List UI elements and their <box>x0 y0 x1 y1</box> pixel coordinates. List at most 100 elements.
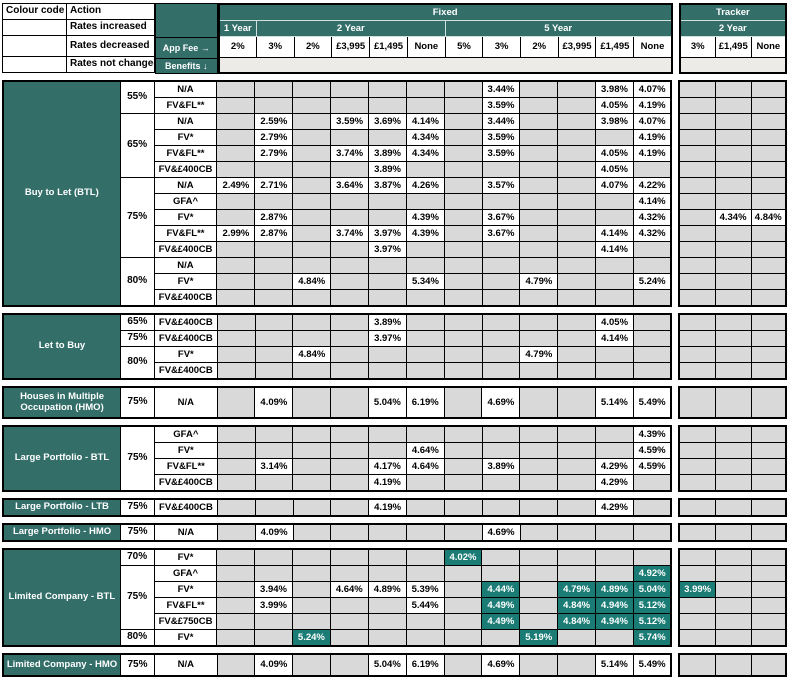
empty-cell <box>292 97 332 114</box>
empty-cell <box>443 313 483 331</box>
empty-cell <box>216 386 256 419</box>
rate-cell: 4.89% <box>367 581 407 598</box>
empty-cell <box>405 97 445 114</box>
ltv-label: 80% <box>119 257 155 307</box>
table-row: FV* 2.79% 4.34% 3.59% 4.19% <box>3 129 672 146</box>
tracker-table-limited-company-btl: 3.99% <box>678 548 787 647</box>
empty-cell <box>519 362 559 380</box>
empty-cell <box>216 523 256 542</box>
benefit-label: N/A <box>153 257 218 274</box>
empty-cell <box>714 362 752 380</box>
empty-cell <box>443 498 483 517</box>
empty-cell <box>443 442 483 459</box>
benefit-label: FV* <box>153 629 218 647</box>
table-row: Limited Company - BTL 70% FV* 4.02% <box>2 548 672 647</box>
empty-cell <box>678 241 716 258</box>
ltv-label: 70% <box>119 548 155 566</box>
table-row <box>678 565 787 582</box>
rate-cell: 4.39% <box>405 209 445 226</box>
rate-cell: 5.12% <box>632 613 672 630</box>
term-header: 2 Year <box>679 20 787 37</box>
empty-cell <box>443 161 483 178</box>
empty-cell <box>405 257 445 274</box>
empty-cell <box>632 257 672 274</box>
empty-cell <box>714 313 752 331</box>
empty-cell <box>557 97 597 114</box>
rate-cell: 4.26% <box>405 177 445 194</box>
section-label: Houses in Multiple Occupation (HMO) <box>2 386 122 419</box>
term-header: 2 Year <box>255 20 446 37</box>
empty-cell <box>481 257 521 274</box>
rate-cell: 2.71% <box>254 177 294 194</box>
rate-cell: 5.12% <box>632 597 672 614</box>
table-row <box>678 597 787 614</box>
benefit-label: N/A <box>153 386 218 419</box>
empty-cell <box>443 177 483 194</box>
ltv-label: 75% <box>120 386 155 419</box>
benefit-label: N/A <box>153 80 218 98</box>
rate-cell: 3.98% <box>595 113 634 130</box>
rate-cell: 4.14% <box>405 113 445 130</box>
empty-cell <box>254 330 294 347</box>
empty-cell <box>481 362 521 380</box>
benefit-label: FV* <box>153 442 218 459</box>
table-row: FV&FL** 2.99% 2.87% 3.74% 3.97% 4.39% 3.67% 4.1… <box>3 225 672 242</box>
empty-cell <box>519 498 559 517</box>
empty-cell <box>519 193 559 210</box>
empty-cell <box>678 289 716 307</box>
rate-cell: 4.49% <box>481 597 521 614</box>
empty-cell <box>368 289 407 307</box>
rate-cell: 4.14% <box>595 225 634 242</box>
tracker-table-large-portfolio-hmo <box>678 523 787 542</box>
rate-cell: 3.94% <box>254 581 293 598</box>
table-row: 75% N/A 2.49% 2.71% 3.64% 3.87% 4.26% 3.57% 4.07… <box>3 177 672 258</box>
empty-cell <box>557 548 597 566</box>
empty-cell <box>330 498 370 517</box>
empty-cell <box>254 193 294 210</box>
empty-cell <box>595 273 634 290</box>
empty-cell <box>557 362 597 380</box>
benefit-label: FV&£400CB <box>153 330 218 347</box>
empty-cell <box>443 565 483 582</box>
benefit-label: N/A <box>153 177 218 194</box>
empty-cell <box>406 346 445 363</box>
empty-cell <box>678 80 716 98</box>
empty-cell <box>678 386 716 419</box>
empty-cell <box>330 346 370 363</box>
empty-cell <box>714 113 752 130</box>
term-header: 1 Year <box>218 20 257 37</box>
benefit-label: FV&£400CB <box>153 241 218 258</box>
rate-cell: 5.74% <box>632 629 672 647</box>
empty-cell <box>292 113 332 130</box>
empty-cell <box>330 97 370 114</box>
empty-cell <box>254 273 294 290</box>
empty-cell <box>519 425 559 443</box>
table-row: Limited Company - HMO 75% N/A 4.09% 5.04% 6.1… <box>2 653 672 677</box>
app-fee-value: 3% <box>482 36 521 58</box>
empty-cell <box>750 548 787 566</box>
empty-cell <box>750 498 787 517</box>
empty-cell <box>216 161 256 178</box>
table-row <box>678 273 787 290</box>
rate-cell: 4.17% <box>367 458 407 475</box>
empty-cell <box>292 209 332 226</box>
empty-cell <box>292 330 332 347</box>
rate-cell: 6.19% <box>405 653 445 677</box>
empty-cell <box>678 313 716 331</box>
empty-cell <box>368 273 407 290</box>
benefit-label: FV&£400CB <box>153 313 218 331</box>
empty-cell <box>443 80 483 98</box>
benefit-label: FV* <box>153 129 218 146</box>
table-row: Buy to Let (BTL) 55% N/A 3.44% 3.98% 4.07% <box>2 80 672 307</box>
rate-cell: 3.87% <box>368 177 407 194</box>
empty-cell <box>481 241 521 258</box>
legend-label-decreased: Rates decreased <box>66 35 155 57</box>
rate-cell: 4.29% <box>595 498 634 517</box>
benefit-label: FV&FL** <box>153 145 218 162</box>
empty-cell <box>750 273 787 290</box>
empty-cell <box>406 330 445 347</box>
empty-cell <box>292 313 332 331</box>
table-row <box>678 145 787 162</box>
benefit-label: FV&£750CB <box>153 613 218 630</box>
empty-cell <box>254 241 294 258</box>
